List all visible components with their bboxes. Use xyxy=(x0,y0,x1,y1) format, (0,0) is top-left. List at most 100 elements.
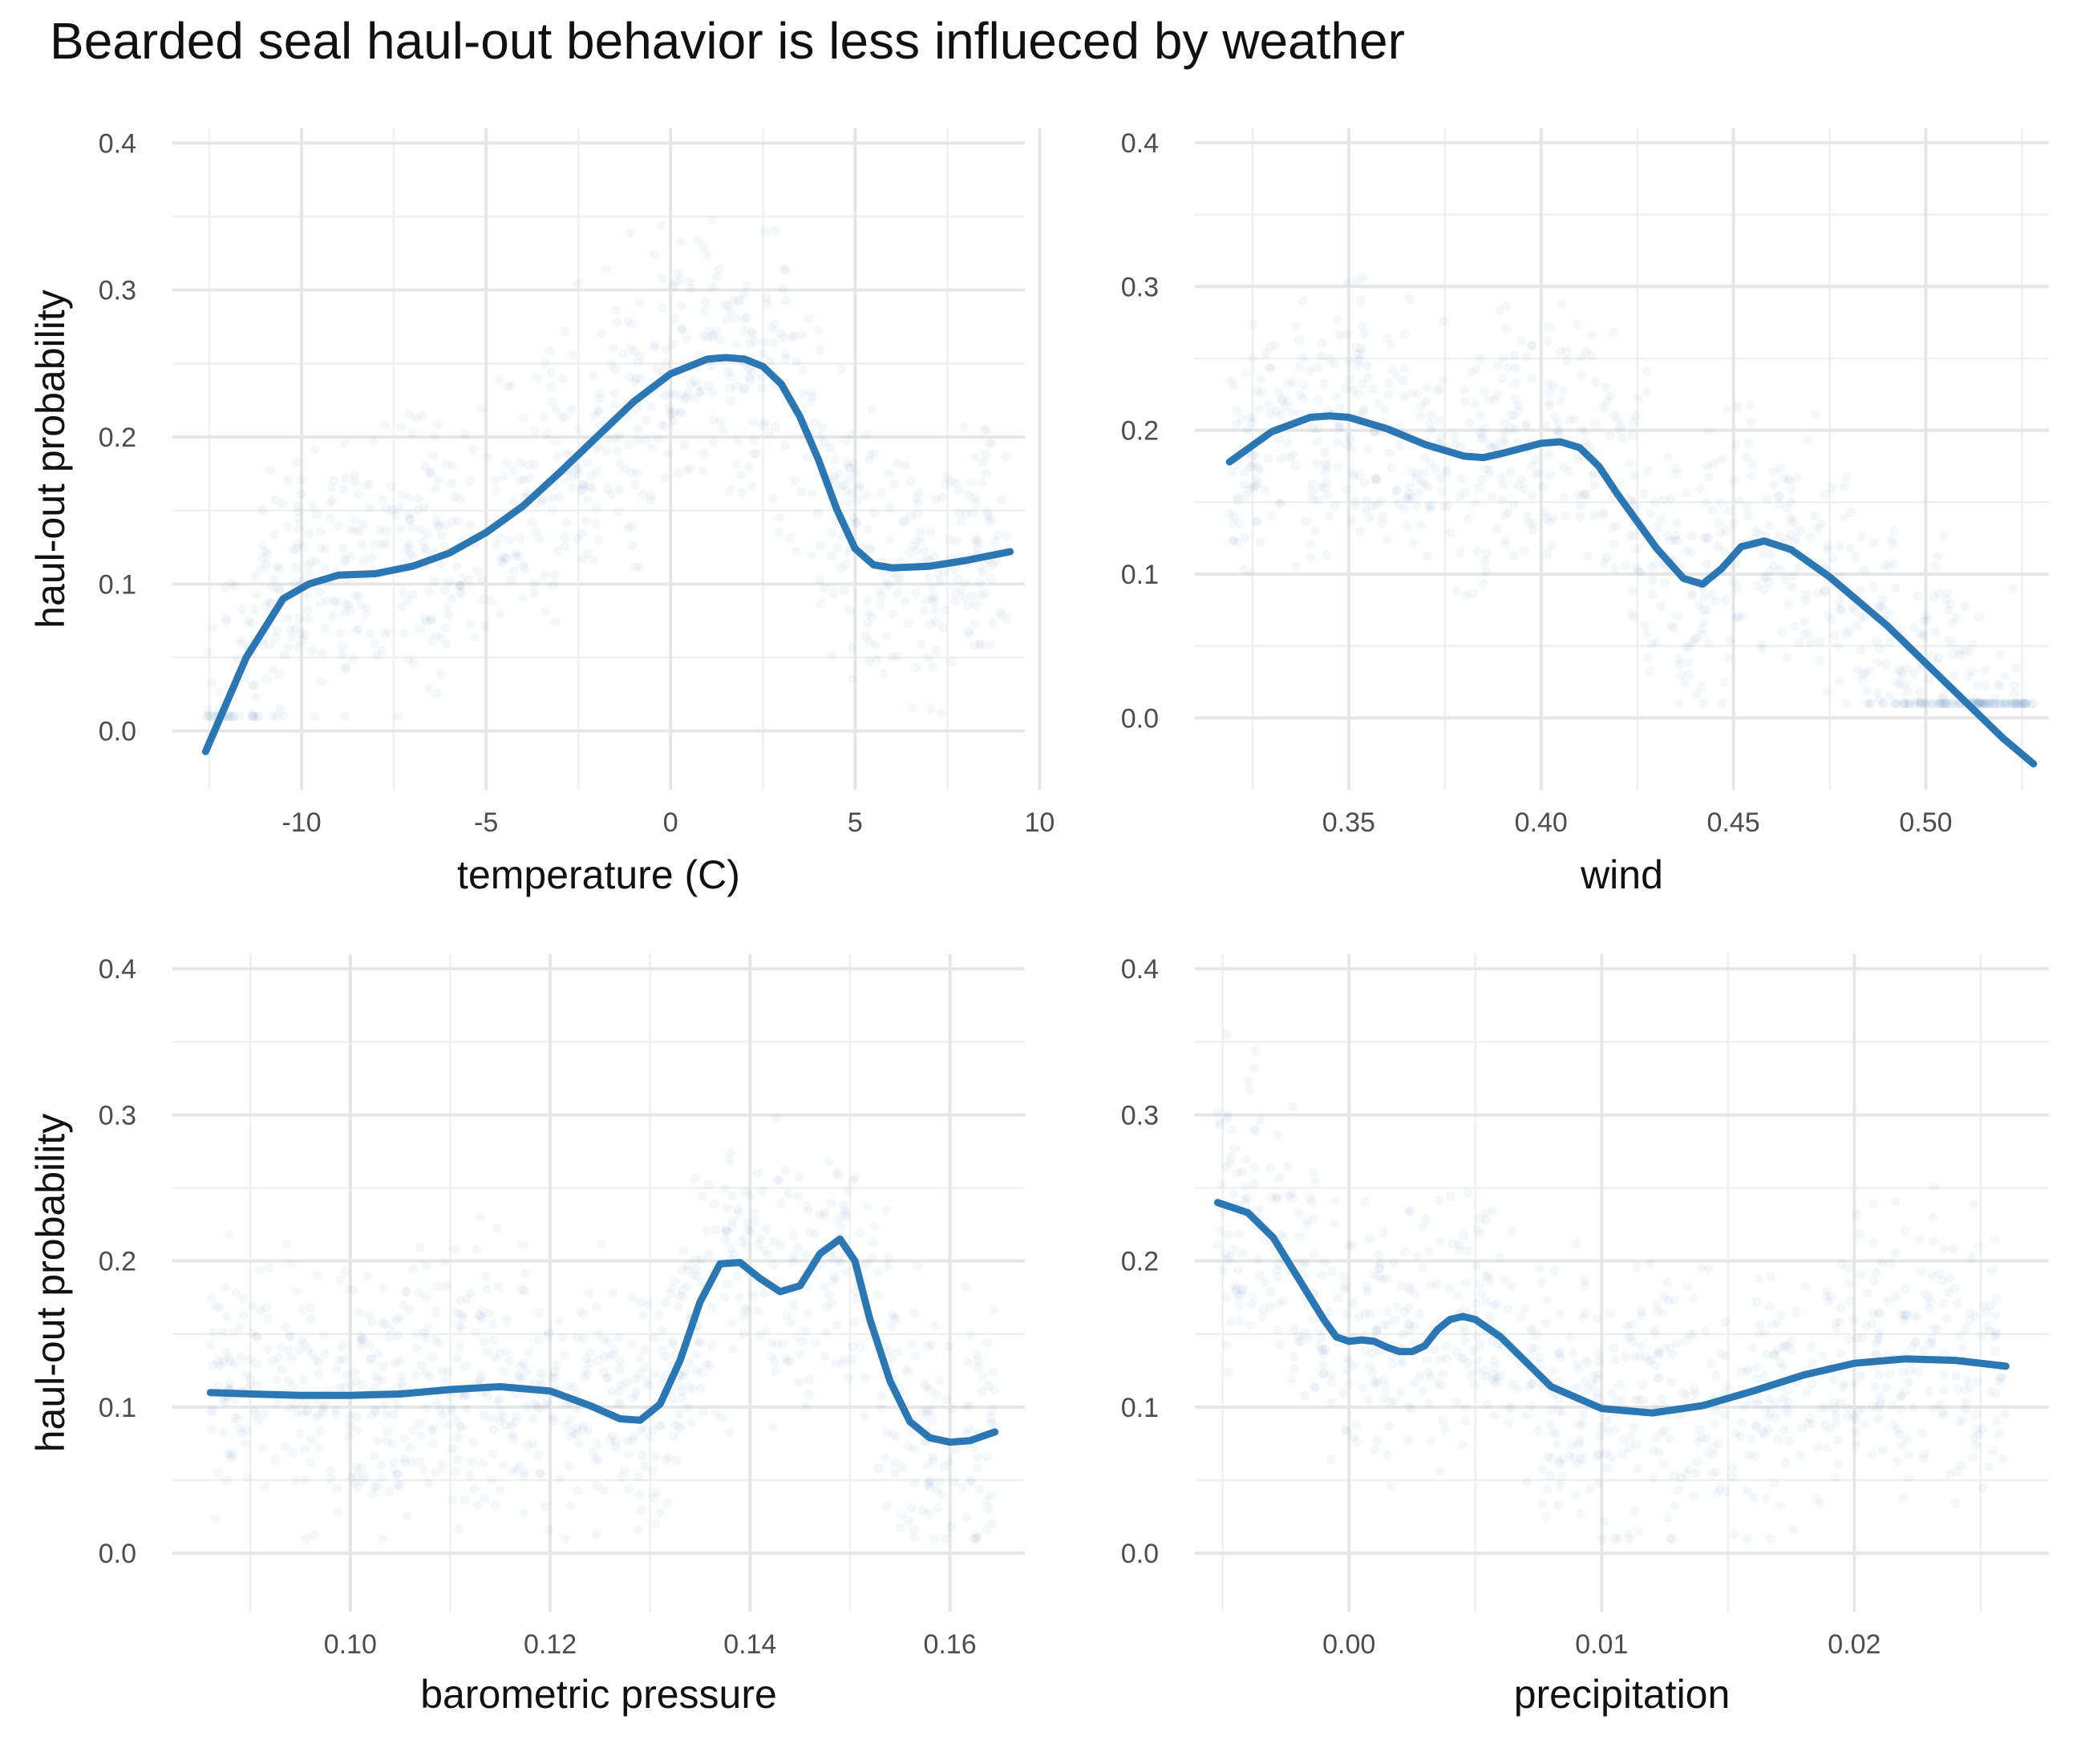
sample-point xyxy=(825,443,836,453)
sample-point xyxy=(1697,1433,1707,1443)
sample-point xyxy=(1777,627,1787,637)
sample-point xyxy=(301,1533,311,1544)
sample-point xyxy=(260,546,270,556)
sample-point xyxy=(820,583,830,593)
y-tick-label: 0.1 xyxy=(1121,560,1159,590)
sample-point xyxy=(1345,1357,1355,1368)
sample-point xyxy=(630,1374,641,1384)
sample-point xyxy=(1425,458,1435,468)
sample-point xyxy=(291,1408,302,1418)
sample-point xyxy=(1706,1358,1717,1369)
sample-point xyxy=(1628,1337,1638,1347)
sample-point xyxy=(1282,437,1293,447)
sample-point xyxy=(403,542,414,552)
sample-point xyxy=(1488,1300,1499,1310)
sample-point xyxy=(1994,679,2004,690)
sample-point xyxy=(1326,1454,1336,1464)
sample-point xyxy=(654,1507,665,1518)
sample-point xyxy=(1251,1126,1261,1136)
sample-point xyxy=(1558,462,1569,472)
sample-point xyxy=(593,441,604,451)
sample-point xyxy=(214,1302,225,1313)
sample-point xyxy=(682,334,692,344)
sample-point xyxy=(987,1419,998,1430)
sample-point xyxy=(1386,340,1396,350)
sample-point xyxy=(1472,1225,1483,1236)
sample-point xyxy=(442,601,452,612)
sample-point xyxy=(1915,663,1925,674)
sample-point xyxy=(1487,443,1497,453)
sample-point xyxy=(862,595,872,605)
sample-point xyxy=(1237,1167,1247,1177)
sample-point xyxy=(1775,463,1785,473)
sample-point xyxy=(834,469,844,479)
sample-point xyxy=(315,597,326,608)
sample-point xyxy=(1723,506,1734,516)
sample-point xyxy=(606,1386,617,1397)
sample-point xyxy=(1751,1362,1762,1373)
sample-point xyxy=(1896,666,1906,677)
x-tick-label: 0.35 xyxy=(1322,807,1375,838)
sample-point xyxy=(982,1525,992,1535)
sample-point xyxy=(728,1344,739,1354)
sample-point xyxy=(224,1353,234,1363)
sample-point xyxy=(1766,1406,1776,1417)
sample-point xyxy=(1254,1204,1265,1215)
sample-point xyxy=(1763,1394,1774,1404)
sample-point xyxy=(926,704,937,714)
sample-point xyxy=(748,416,759,427)
sample-point xyxy=(1752,1297,1763,1308)
sample-point xyxy=(1729,1529,1739,1539)
sample-point xyxy=(1307,486,1318,496)
sample-point xyxy=(427,613,437,624)
sample-point xyxy=(1251,517,1261,528)
sample-point xyxy=(623,1449,634,1459)
sample-point xyxy=(892,652,902,662)
sample-point xyxy=(811,1337,821,1348)
sample-point xyxy=(1929,1403,1939,1414)
sample-point xyxy=(546,382,557,393)
sample-point xyxy=(630,377,640,387)
sample-point xyxy=(458,1313,468,1323)
sample-point xyxy=(2021,698,2031,709)
sample-point xyxy=(486,1475,496,1485)
sample-point xyxy=(893,588,903,598)
sample-point xyxy=(1779,574,1790,585)
sample-point xyxy=(495,1394,505,1405)
sample-point xyxy=(441,639,451,649)
sample-point xyxy=(1307,1315,1318,1325)
sample-point xyxy=(1672,517,1682,528)
sample-point xyxy=(666,410,677,420)
sample-point xyxy=(1934,698,1945,709)
sample-point xyxy=(884,1252,894,1263)
sample-point xyxy=(1583,551,1593,561)
sample-point xyxy=(1478,578,1488,589)
sample-point xyxy=(1727,576,1738,586)
sample-point xyxy=(1602,552,1613,563)
sample-point xyxy=(1239,467,1249,478)
sample-point xyxy=(926,594,937,605)
sample-point xyxy=(739,1312,749,1322)
sample-point xyxy=(625,371,635,382)
sample-point xyxy=(1348,1432,1358,1442)
sample-point xyxy=(1652,1306,1662,1317)
sample-point xyxy=(1937,1276,1948,1286)
sample-point xyxy=(583,1289,593,1299)
sample-point xyxy=(1248,463,1258,473)
sample-point xyxy=(1245,461,1255,471)
sample-point xyxy=(1617,1449,1627,1459)
sample-point xyxy=(476,1212,486,1222)
sample-point xyxy=(775,328,786,338)
sample-point xyxy=(1629,417,1639,427)
sample-point xyxy=(369,436,379,447)
sample-point xyxy=(1991,1329,2002,1340)
sample-point xyxy=(533,1450,544,1460)
sample-point xyxy=(1678,1388,1689,1398)
sample-point xyxy=(445,1391,455,1402)
sample-point xyxy=(1289,1351,1299,1361)
sample-point xyxy=(403,653,414,664)
sample-point xyxy=(1792,472,1803,483)
sample-point xyxy=(1844,543,1855,553)
sample-point xyxy=(552,1360,562,1370)
sample-point xyxy=(1574,1435,1585,1446)
